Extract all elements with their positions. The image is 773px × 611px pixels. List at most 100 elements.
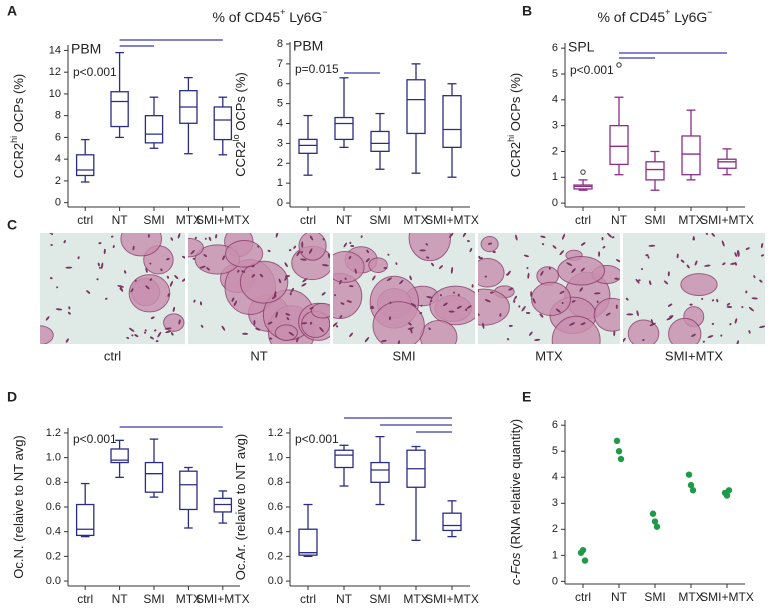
cell bbox=[204, 237, 207, 240]
cell bbox=[626, 313, 634, 316]
header-part: − bbox=[707, 7, 712, 17]
cell bbox=[647, 256, 650, 259]
cell bbox=[155, 340, 159, 343]
cell bbox=[134, 334, 139, 338]
cell bbox=[711, 299, 715, 302]
cell bbox=[143, 331, 147, 334]
x-tick-label: NT bbox=[112, 592, 129, 606]
cell bbox=[534, 338, 541, 341]
cell bbox=[607, 233, 613, 238]
cell bbox=[596, 300, 599, 304]
cell bbox=[149, 262, 152, 265]
box bbox=[442, 95, 462, 149]
cell bbox=[410, 302, 417, 307]
cell bbox=[267, 249, 271, 253]
y-tick-label: 4 bbox=[552, 471, 558, 483]
box bbox=[298, 138, 318, 154]
cell bbox=[145, 285, 150, 290]
cell bbox=[98, 266, 101, 269]
x-tick-label: SMI bbox=[644, 213, 665, 227]
y-axis-label: CCR2hi OCPs (%) bbox=[9, 74, 26, 179]
cell bbox=[169, 280, 174, 287]
cell bbox=[388, 316, 392, 321]
cell bbox=[736, 340, 739, 344]
cell bbox=[389, 301, 392, 304]
box bbox=[179, 470, 198, 511]
cell bbox=[648, 244, 656, 247]
cell bbox=[267, 321, 273, 325]
cell bbox=[569, 322, 576, 326]
cell bbox=[104, 297, 108, 300]
cell bbox=[648, 280, 652, 286]
cell bbox=[571, 300, 576, 303]
micrograph-cells bbox=[478, 233, 620, 344]
cell bbox=[615, 259, 620, 263]
cell bbox=[395, 262, 398, 265]
cell bbox=[215, 234, 218, 239]
x-tick-label: SMI bbox=[143, 213, 164, 227]
y-tick-label: 1.0 bbox=[268, 452, 283, 464]
cell bbox=[321, 292, 326, 296]
cell bbox=[484, 299, 491, 303]
cell bbox=[701, 297, 704, 300]
cell bbox=[399, 279, 404, 285]
osteoclast bbox=[128, 274, 171, 313]
cell bbox=[506, 338, 510, 341]
cell bbox=[694, 260, 698, 266]
cell bbox=[98, 242, 102, 245]
cell bbox=[339, 279, 342, 285]
x-tick-label: SMI+MTX bbox=[425, 592, 479, 606]
cell bbox=[200, 324, 204, 328]
cell bbox=[579, 287, 583, 292]
panel-header: % of CD45+ Ly6G− bbox=[212, 7, 327, 24]
cell bbox=[165, 330, 172, 334]
panel-label: C bbox=[7, 217, 17, 233]
cell bbox=[601, 237, 604, 241]
y-tick-label: 5 bbox=[552, 68, 558, 80]
osteoclast bbox=[333, 251, 365, 283]
y-tick-label: 0.6 bbox=[268, 501, 283, 513]
cell bbox=[284, 262, 288, 268]
cell bbox=[65, 338, 69, 343]
cell bbox=[178, 319, 181, 325]
cell bbox=[286, 317, 290, 321]
cell bbox=[716, 298, 719, 303]
y-tick-label: 2 bbox=[55, 175, 61, 187]
cell bbox=[527, 272, 530, 279]
cell bbox=[160, 268, 163, 272]
cell bbox=[126, 336, 130, 340]
point bbox=[687, 481, 695, 489]
y-tick-label: 0.0 bbox=[46, 575, 61, 587]
y-tick-label: 0 bbox=[277, 197, 283, 209]
cell bbox=[492, 251, 496, 254]
x-tick-label: ctrl bbox=[575, 590, 591, 604]
cell bbox=[293, 245, 297, 249]
cell bbox=[420, 304, 423, 307]
cell bbox=[707, 335, 714, 339]
cell bbox=[478, 312, 480, 316]
cell bbox=[640, 268, 644, 271]
cell bbox=[711, 322, 715, 325]
box bbox=[717, 158, 737, 169]
osteoclast bbox=[530, 281, 572, 317]
cell bbox=[580, 242, 586, 246]
cell bbox=[49, 233, 54, 236]
box bbox=[144, 461, 164, 493]
cell bbox=[68, 306, 71, 310]
cell bbox=[598, 251, 601, 257]
image-label: NT bbox=[250, 348, 267, 363]
panel-label: E bbox=[522, 389, 531, 405]
cell bbox=[478, 289, 480, 293]
x-tick-label: ctrl bbox=[77, 592, 93, 606]
cell bbox=[525, 311, 531, 314]
cell bbox=[638, 279, 641, 282]
cell bbox=[518, 305, 521, 308]
cell bbox=[110, 235, 114, 238]
cell bbox=[462, 233, 467, 238]
cell bbox=[431, 262, 434, 267]
subtitle: PBM bbox=[71, 41, 101, 57]
cell bbox=[602, 245, 606, 249]
y-label-part: hi bbox=[9, 136, 19, 143]
cell bbox=[221, 325, 226, 331]
cell bbox=[290, 287, 294, 293]
